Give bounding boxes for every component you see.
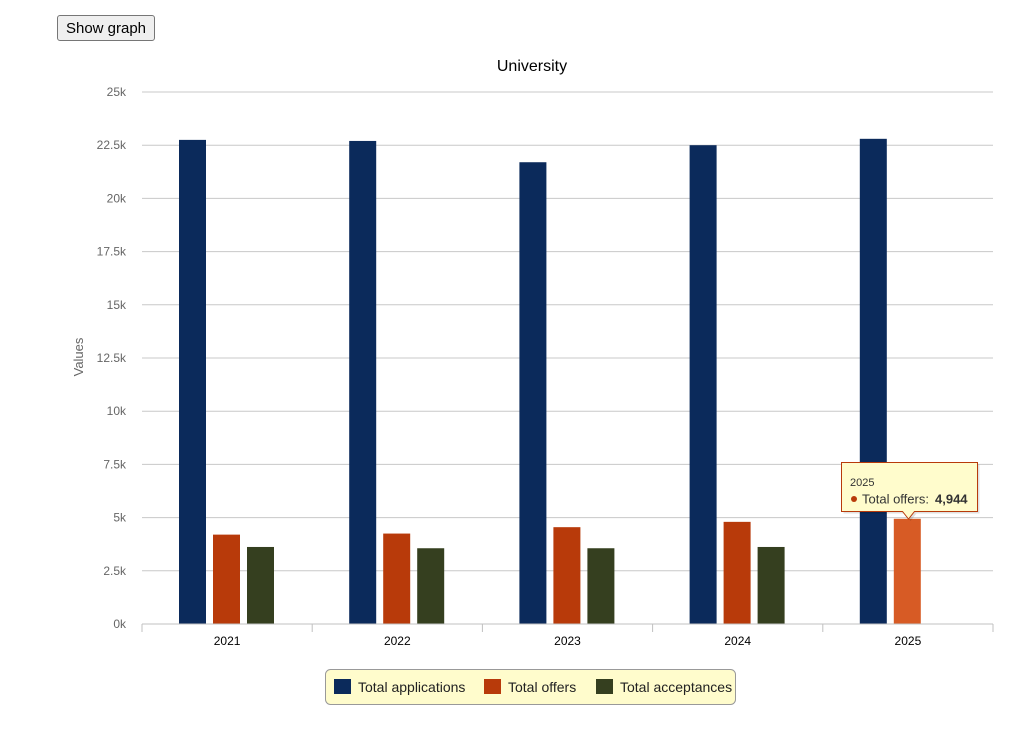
chart-title: University — [497, 58, 567, 75]
bar-total-applications-2024[interactable] — [689, 145, 717, 624]
bar-total-applications-2021[interactable] — [179, 139, 206, 624]
x-tick-label: 2025 — [895, 634, 922, 648]
bar-total-offers-2021[interactable] — [213, 534, 240, 624]
x-tick-label: 2022 — [384, 634, 411, 648]
x-tick-label: 2023 — [554, 634, 581, 648]
y-axis-ticks: 0k 2.5k 5k 7.5k 10k 12.5k 15k 17.5k 20k 22.5k 25k — [97, 85, 127, 631]
legend-box — [325, 669, 736, 705]
legend[interactable]: Total applications Total offers Total acce… — [325, 669, 736, 705]
legend-label-total-acceptances[interactable]: Total acceptances — [620, 679, 732, 695]
bar-total-offers-2023[interactable] — [553, 527, 581, 624]
gridlines — [142, 91, 993, 572]
legend-label-total-offers[interactable]: Total offers — [508, 679, 576, 695]
bar-total-acceptances-2021[interactable] — [247, 546, 274, 624]
y-tick-label: 7.5k — [103, 457, 127, 471]
y-tick-label: 20k — [107, 191, 127, 205]
bar-total-applications-2025[interactable] — [859, 138, 887, 625]
tooltip-category: 2025 — [850, 477, 874, 489]
x-tick-label: 2024 — [724, 634, 751, 648]
legend-swatch-total-offers[interactable] — [484, 679, 501, 694]
y-tick-label: 0k — [113, 617, 127, 631]
y-tick-label: 12.5k — [97, 351, 127, 365]
tooltip-series-label: Total offers: — [862, 492, 929, 507]
y-tick-label: 22.5k — [97, 138, 127, 152]
y-tick-label: 15k — [107, 298, 127, 312]
legend-swatch-total-applications[interactable] — [334, 679, 351, 694]
y-tick-label: 2.5k — [103, 564, 127, 578]
legend-swatch-total-acceptances[interactable] — [596, 679, 613, 694]
bar-total-applications-2023[interactable] — [519, 162, 547, 624]
x-axis: 2021 2022 2023 2024 2025 — [141, 623, 994, 648]
y-tick-label: 25k — [107, 85, 127, 99]
legend-label-total-applications[interactable]: Total applications — [358, 679, 465, 695]
tooltip-box — [841, 462, 978, 520]
show-graph-button[interactable]: Show graph — [57, 15, 155, 41]
y-axis-label: Values — [71, 337, 86, 376]
tooltip: 2025 Total offers: 4,944 — [841, 462, 980, 521]
bar-total-offers-2025[interactable] — [893, 518, 921, 624]
bar-total-acceptances-2023[interactable] — [587, 548, 615, 624]
bar-total-offers-2022[interactable] — [383, 533, 411, 624]
y-tick-label: 10k — [107, 404, 127, 418]
bar-total-applications-2022[interactable] — [349, 140, 377, 624]
bar-total-acceptances-2024[interactable] — [757, 546, 785, 624]
x-tick-label: 2021 — [214, 634, 241, 648]
y-tick-label: 5k — [113, 511, 127, 525]
y-tick-label: 17.5k — [97, 245, 127, 259]
bar-total-offers-2024[interactable] — [723, 521, 751, 624]
bars[interactable] — [179, 138, 921, 625]
tooltip-series-marker — [851, 496, 857, 502]
bar-total-acceptances-2022[interactable] — [417, 548, 445, 624]
tooltip-value: 4,944 — [935, 492, 968, 507]
